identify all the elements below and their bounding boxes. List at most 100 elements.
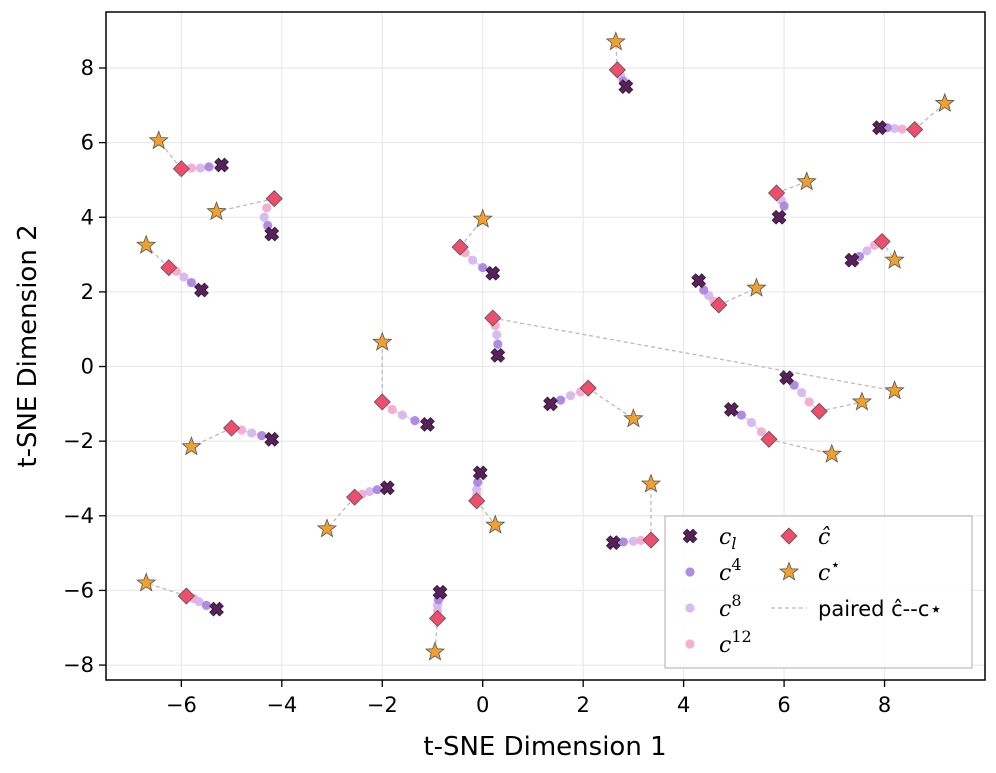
point-c4 <box>204 162 214 172</box>
point-cl-fill <box>265 227 279 241</box>
point-c12 <box>262 203 272 213</box>
point-chat <box>373 393 391 411</box>
legend-label-c_l: cl <box>719 525 736 553</box>
point-c4 <box>779 201 789 211</box>
point-cl <box>264 431 280 447</box>
y-tick-label: −2 <box>63 429 94 453</box>
point-cl-fill <box>433 585 447 599</box>
point-chat <box>451 238 469 256</box>
legend-label-c4: c4 <box>719 555 742 586</box>
point-c8 <box>797 388 807 398</box>
point-c12 <box>186 163 196 173</box>
legend-marker-c4 <box>685 567 695 577</box>
point-chat <box>484 309 502 327</box>
point-cstar <box>372 331 393 351</box>
x-tick-label: 4 <box>677 693 690 717</box>
point-cl-fill <box>724 402 739 417</box>
point-cstar <box>796 171 817 191</box>
pair-line <box>776 181 807 194</box>
point-cl-fill <box>209 602 224 616</box>
x-tick-label: 6 <box>777 693 790 717</box>
point-c4 <box>736 410 746 420</box>
point-cl-fill <box>380 481 394 495</box>
point-cl <box>420 416 435 432</box>
point-cstar <box>181 436 202 456</box>
y-tick-label: 4 <box>81 205 94 229</box>
point-chat <box>906 120 924 139</box>
point-cl <box>194 282 209 298</box>
pair-line <box>587 387 634 420</box>
y-tick-label: 0 <box>81 355 94 379</box>
point-c4 <box>186 277 196 288</box>
point-c12 <box>756 427 767 437</box>
point-cstar <box>623 408 644 428</box>
point-c12 <box>804 397 814 407</box>
point-chat <box>160 259 178 277</box>
axis-ticks: −6 −4 −2 0 2 4 6 8 −8 −6 −4 −2 0 2 4 6 8 <box>63 56 891 717</box>
point-cl <box>214 157 229 173</box>
point-cl-fill <box>872 121 887 135</box>
point-cstar <box>424 641 446 661</box>
point-c8 <box>468 255 478 265</box>
point-cstar <box>746 277 767 297</box>
x-tick-label: 0 <box>476 693 489 717</box>
point-chat <box>346 488 364 506</box>
point-cl <box>264 226 280 242</box>
point-cstar <box>472 208 493 228</box>
x-axis-label: t-SNE Dimension 1 <box>423 732 666 762</box>
point-cstar <box>605 31 626 51</box>
point-cl-fill <box>491 348 505 363</box>
point-chat <box>642 531 660 549</box>
point-c8 <box>889 123 900 134</box>
point-cstar <box>148 130 169 150</box>
point-c8 <box>365 486 375 497</box>
markers <box>136 31 955 661</box>
legend-marker-c8 <box>685 603 695 613</box>
point-cstar <box>884 380 905 400</box>
point-c8 <box>259 212 269 222</box>
point-chat <box>177 587 195 605</box>
point-cstar <box>136 234 157 254</box>
pair-line <box>615 41 618 70</box>
plot-frame <box>105 11 986 681</box>
point-cl <box>379 480 395 496</box>
point-cl-fill <box>692 274 706 288</box>
point-c8 <box>179 272 189 282</box>
pair-line <box>476 500 496 526</box>
x-tick-label: −2 <box>367 693 398 717</box>
point-c8 <box>746 417 757 428</box>
point-cl-fill <box>779 371 794 385</box>
pair-line <box>145 244 170 269</box>
y-tick-label: −4 <box>63 504 94 528</box>
point-cl <box>209 601 224 617</box>
point-cl <box>691 273 707 289</box>
pair-line <box>326 496 356 530</box>
point-c4 <box>201 600 212 610</box>
point-cl-fill <box>214 158 229 172</box>
point-cstar <box>851 391 873 411</box>
point-cstar <box>640 473 662 493</box>
point-c12 <box>897 124 907 134</box>
point-c4 <box>618 537 628 547</box>
pair-line <box>768 438 832 455</box>
legend-label-c12: c12 <box>719 627 752 658</box>
point-chat <box>710 296 728 314</box>
point-c4 <box>410 416 420 426</box>
point-c12 <box>387 404 397 415</box>
y-tick-label: −8 <box>63 653 94 677</box>
point-cl <box>432 584 448 600</box>
point-c8 <box>247 428 257 438</box>
pair-line <box>819 401 863 412</box>
point-chat <box>428 609 447 627</box>
point-cl <box>771 209 787 225</box>
legend-marker-c12 <box>685 639 695 649</box>
pair-line <box>145 582 187 597</box>
y-tick-label: 8 <box>81 56 94 80</box>
y-axis-label: t-SNE Dimension 2 <box>13 224 43 467</box>
point-c8 <box>397 410 407 420</box>
point-cl <box>605 535 621 551</box>
legend-marker-c_l <box>682 528 698 544</box>
legend-label-c_star: c⋆ <box>818 555 840 586</box>
